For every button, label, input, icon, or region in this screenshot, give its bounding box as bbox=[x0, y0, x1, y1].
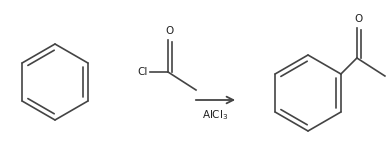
Text: AlCl$_3$: AlCl$_3$ bbox=[202, 108, 229, 122]
Text: O: O bbox=[355, 14, 363, 24]
Text: Cl: Cl bbox=[138, 67, 148, 77]
Text: O: O bbox=[166, 26, 174, 36]
